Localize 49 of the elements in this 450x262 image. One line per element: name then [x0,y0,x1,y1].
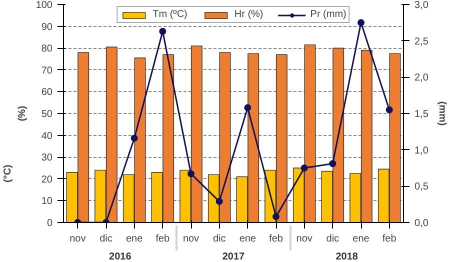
point [272,213,280,220]
y-tick-label: 70 [41,65,53,76]
y-tick-label: 80 [41,44,53,55]
point [386,106,393,114]
text: 2018 [336,252,358,262]
y-tick-label: 10 [41,196,53,208]
y2-tick-label: 0,5 [414,182,429,193]
point [329,160,336,168]
y2-tick-label: 1,5 [414,109,429,120]
x-tick-label: ene [126,234,144,244]
y2-tick-label: 2,5 [414,36,429,48]
point [216,198,223,205]
y-tick-label: 30 [41,152,53,164]
x-tick-label: nov [70,234,86,244]
y2-axis-title: (mm) [436,101,448,126]
y-tick-label: 20 [41,174,53,186]
y-tick-label: 0 [46,218,53,229]
legend-label: Pr (mm) [310,9,346,20]
y-tick-label: 90 [41,22,53,33]
y2-tick-label: 2,0 [414,72,429,84]
point [188,170,194,178]
x-tick-label: nov [182,234,200,244]
x-tick-label: ene [239,234,256,244]
point [358,19,364,26]
x-tick-label: feb [382,234,397,244]
point [130,134,138,142]
x-tick-label: nov [296,234,312,244]
y2-tick-label: 1,0 [414,145,429,156]
text: 2016 [109,252,132,262]
y-tick-label: 40 [41,130,53,142]
point [300,164,308,172]
point [159,28,166,35]
y2-tick-label: 0,0 [414,218,429,229]
y-tick-label: 60 [41,87,53,98]
point [244,104,252,112]
legend-label: Tm (ºC) [152,9,188,20]
y-tick-label: 100 [36,0,53,11]
text: 2017 [222,252,246,262]
x-tick-label: feb [156,234,170,244]
x-tick-label: dic [100,234,112,244]
text: (°C) [2,164,14,182]
x-tick-label: ene [352,234,370,244]
x-tick-label: dic [212,234,226,244]
y2-tick-label: 3,0 [414,0,429,11]
y-tick-label: 50 [41,109,53,120]
x-tick-label: feb [269,234,284,244]
x-tick-label: dic [326,234,340,244]
legend-label: Hr (%) [234,9,264,20]
y-axis-title: (%) [16,106,28,122]
